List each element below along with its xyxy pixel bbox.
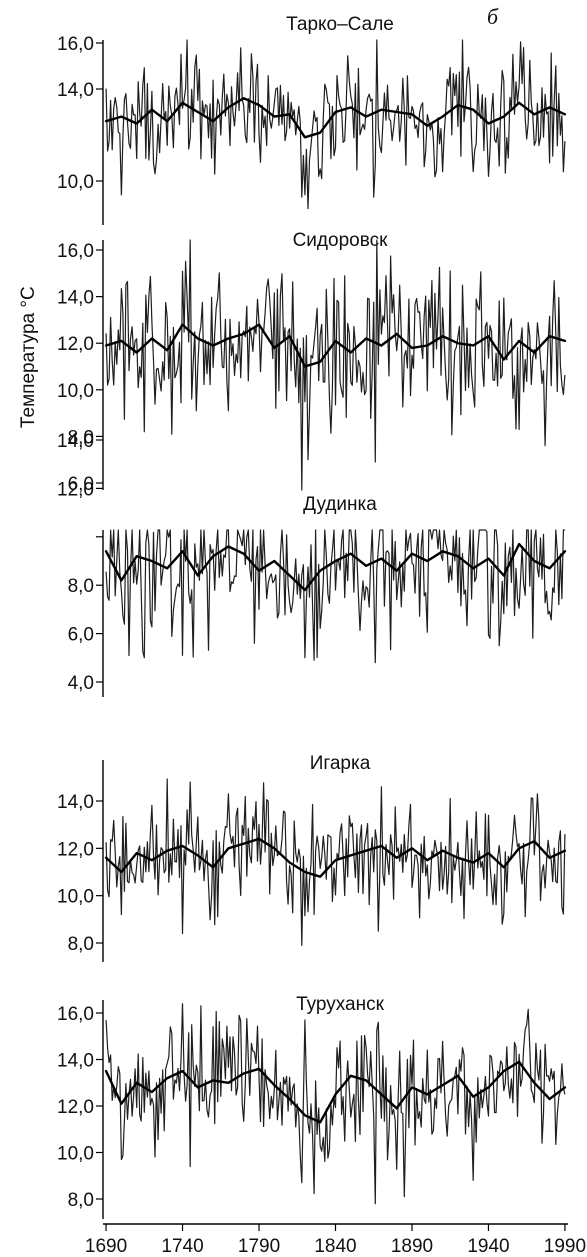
x-tick-label: 1840 <box>314 1236 356 1257</box>
raw-annual-series <box>105 778 566 947</box>
smoothed-series <box>104 542 567 592</box>
y-tick-label: 10,0 <box>57 172 94 193</box>
y-tick-label: 8,0 <box>68 427 94 448</box>
panel-title: Дудинка <box>303 494 377 515</box>
y-tick-label: 14,0 <box>57 792 94 813</box>
chart-panels: Тарко–Сале 10,0 14,0 16,0 Сидоровск 6,0 8,0 10,… <box>57 14 567 1219</box>
panel-5: Туруханск 8,0 10,0 12,0 14,0 16,0 <box>57 994 567 1219</box>
y-tick-label: 14,0 <box>57 431 94 452</box>
panel-2: Сидоровск 6,0 8,0 10,0 12,0 14,0 16,0 <box>57 230 567 495</box>
panel-3: Дудинка 4,0 6,0 8,0 12,0 14,0 <box>57 431 567 697</box>
y-tick-label: 10,0 <box>57 381 94 402</box>
panel-title: Тарко–Сале <box>286 14 394 35</box>
x-tick-label: 1890 <box>391 1236 433 1257</box>
panel-title: Сидоровск <box>293 230 389 251</box>
raw-annual-series <box>105 239 566 491</box>
raw-annual-series <box>105 529 565 664</box>
y-tick-label: 16,0 <box>57 241 94 262</box>
smoothed-series <box>104 1060 567 1124</box>
y-axis-label: Температура °С <box>18 286 39 428</box>
y-tick-label: 10,0 <box>57 1144 94 1165</box>
smoothed-series <box>104 96 567 139</box>
y-tick-label: 14,0 <box>57 1051 94 1072</box>
y-tick-label: 16,0 <box>57 1004 94 1025</box>
y-tick-label: 12,0 <box>57 1097 94 1118</box>
figure-letter: б <box>487 4 499 29</box>
raw-annual-series <box>105 39 566 210</box>
y-tick-label: 4,0 <box>68 673 94 694</box>
x-tick-label: 1790 <box>238 1236 280 1257</box>
panel-title: Игарка <box>310 753 371 774</box>
y-tick-label: 8,0 <box>68 576 94 597</box>
smoothed-series <box>104 323 567 368</box>
y-tick-label: 14,0 <box>57 80 94 101</box>
y-tick-label: 12,0 <box>57 334 94 355</box>
y-tick-label: 8,0 <box>68 1190 94 1211</box>
x-tick-label: 1690 <box>85 1236 127 1257</box>
y-tick-label: 14,0 <box>57 288 94 309</box>
panel-1: Тарко–Сале 10,0 14,0 16,0 <box>57 14 567 225</box>
y-tick-label: 6,0 <box>68 474 94 495</box>
panel-4: Игарка 8,0 10,0 12,0 14,0 <box>57 753 567 962</box>
y-tick-label: 16,0 <box>57 34 94 55</box>
y-tick-label: 12,0 <box>57 479 94 500</box>
x-tick-label: 1740 <box>161 1236 203 1257</box>
x-tick-label: 1990 <box>544 1236 586 1257</box>
x-axis: 1690 1740 1790 1840 1890 1940 1990 <box>85 1223 586 1257</box>
panel-title: Туруханск <box>296 994 385 1015</box>
y-tick-label: 8,0 <box>68 934 94 955</box>
y-tick-label: 12,0 <box>57 839 94 860</box>
raw-annual-series <box>105 1003 566 1205</box>
y-tick-label: 6,0 <box>68 625 94 646</box>
x-tick-label: 1940 <box>467 1236 509 1257</box>
y-tick-label: 10,0 <box>57 887 94 908</box>
smoothed-series <box>104 837 567 878</box>
